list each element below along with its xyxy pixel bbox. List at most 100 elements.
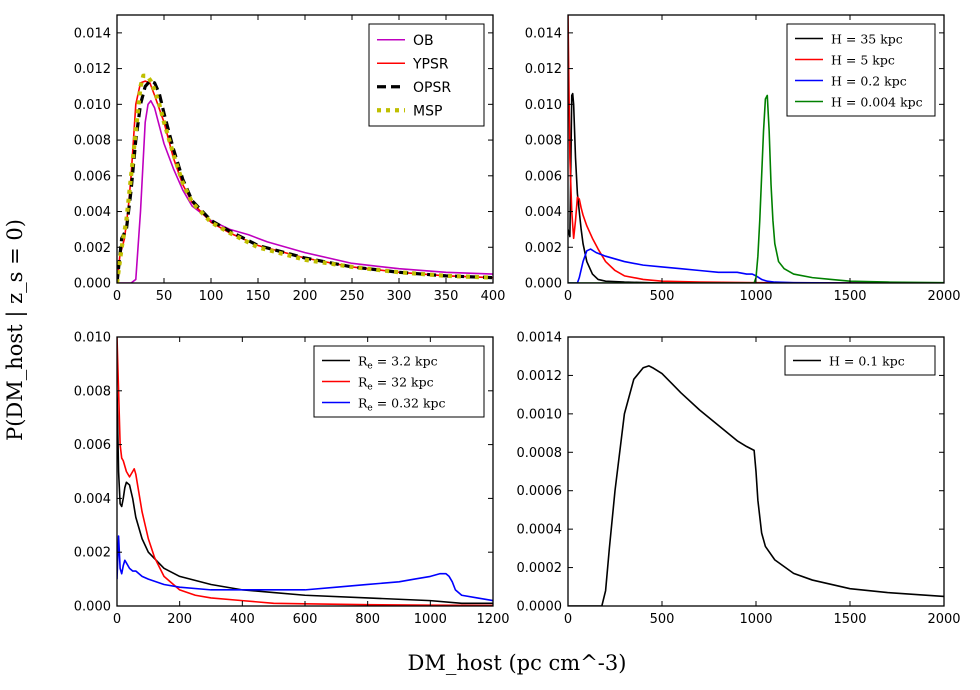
x-tick-label: 250 [340, 289, 365, 304]
legend-label-2: Re = 0.32 kpc [358, 396, 446, 414]
legend: Re = 3.2 kpc Re = 32 kpc Re = 0.32 kpc [313, 345, 485, 418]
y-tick-label: 0.008 [74, 134, 111, 149]
y-tick-label: 0.014 [74, 26, 111, 41]
x-tick-label: 600 [293, 612, 318, 627]
y-tick-label: 0.0014 [517, 331, 563, 346]
chart-panel-bottom-left: 0 200 400 600 800 1000 1200 0.000 0.002 0.004 0.00… [74, 331, 510, 628]
panels: 0 50 100 150 200 250 300 350 4000.0000.0020.0040… [74, 14, 961, 628]
legend-label-0: OB [413, 33, 434, 49]
axis-ticks: 0 200 400 600 800 1000 1200 0.000 0.002 0.004 0.00… [74, 331, 510, 628]
y-tick-label: 0.002 [74, 241, 111, 256]
x-tick-label: 0 [113, 612, 121, 627]
x-tick-label: 200 [167, 612, 192, 627]
legend-label-1: YPSR [412, 56, 449, 72]
x-tick-label: 400 [230, 612, 255, 627]
y-tick-label: 0.000 [74, 277, 111, 292]
series-line-0 [117, 390, 493, 605]
axis-ticks: 0 500 1000 1500 2000 0.000 0.002 0.004 0.006 0.00… [525, 15, 961, 304]
legend: OB YPSR OPSR MSP [368, 23, 485, 127]
legend: H = 35 kpc H = 5 kpc H = 0.2 kpc H = 0.004 … [786, 23, 936, 117]
series-group [117, 337, 493, 606]
y-tick-label: 0.010 [74, 331, 111, 346]
series-line-3 [117, 73, 493, 283]
x-tick-label: 200 [293, 289, 318, 304]
legend-label-2: OPSR [413, 80, 451, 96]
y-axis-label: P(DM_host | z_s = 0) [3, 219, 28, 441]
y-tick-label: 0.000 [525, 277, 562, 292]
x-tick-label: 1500 [833, 289, 866, 304]
x-tick-label: 500 [650, 289, 675, 304]
y-tick-label: 0.0006 [517, 484, 563, 499]
x-tick-label: 100 [199, 289, 224, 304]
legend-label-3: MSP [413, 103, 442, 119]
plot-frame [567, 336, 945, 607]
series-line-0 [117, 99, 493, 283]
y-tick-label: 0.010 [74, 98, 111, 113]
x-tick-label: 50 [156, 289, 173, 304]
series-line-1 [568, 15, 944, 283]
legend-label-0: H = 35 kpc [831, 32, 903, 47]
y-tick-label: 0.010 [525, 98, 562, 113]
x-tick-label: 0 [564, 289, 572, 304]
legend-label-2: H = 0.2 kpc [831, 74, 907, 89]
y-tick-label: 0.0002 [517, 561, 563, 576]
series-line-2 [117, 535, 493, 602]
y-tick-label: 0.006 [525, 169, 562, 184]
y-tick-label: 0.0000 [517, 600, 563, 615]
y-tick-label: 0.004 [74, 205, 111, 220]
x-tick-label: 400 [481, 289, 506, 304]
x-tick-label: 500 [650, 612, 675, 627]
y-tick-label: 0.012 [74, 62, 111, 77]
x-tick-label: 300 [387, 289, 412, 304]
legend-label-0: Re = 3.2 kpc [358, 354, 438, 372]
x-tick-label: 2000 [927, 612, 960, 627]
x-tick-label: 1500 [833, 612, 866, 627]
y-tick-label: 0.0012 [517, 369, 563, 384]
x-tick-label: 2000 [927, 289, 960, 304]
chart-panel-bottom-right: 0 500 1000 1500 2000 0.0000 0.0002 0.0004 0.0006… [517, 331, 961, 628]
legend-label-1: Re = 32 kpc [358, 375, 434, 393]
x-tick-label: 1000 [739, 612, 772, 627]
series-line-1 [117, 337, 493, 606]
series-line-2 [568, 248, 944, 283]
x-tick-label: 350 [434, 289, 459, 304]
x-tick-label: 0 [113, 289, 121, 304]
y-tick-label: 0.002 [525, 241, 562, 256]
y-tick-label: 0.0008 [517, 446, 563, 461]
axis-ticks: 0 500 1000 1500 2000 0.0000 0.0002 0.0004 0.0006… [517, 331, 961, 628]
x-axis-label: DM_host (pc cm^-3) [408, 651, 627, 675]
series-group [568, 15, 944, 283]
legend-label-3: H = 0.004 kpc [831, 95, 923, 110]
y-tick-label: 0.006 [74, 169, 111, 184]
y-tick-label: 0.0004 [517, 523, 563, 538]
y-tick-label: 0.012 [525, 62, 562, 77]
legend-label-1: H = 5 kpc [831, 53, 895, 68]
y-tick-label: 0.002 [74, 546, 111, 561]
y-tick-label: 0.006 [74, 438, 111, 453]
y-tick-label: 0.014 [525, 26, 562, 41]
x-tick-label: 800 [355, 612, 380, 627]
y-tick-label: 0.000 [74, 600, 111, 615]
y-tick-label: 0.008 [74, 384, 111, 399]
series-line-0 [568, 365, 944, 606]
series-line-3 [568, 94, 944, 283]
x-tick-label: 0 [564, 612, 572, 627]
x-tick-label: 1000 [414, 612, 447, 627]
x-tick-label: 1200 [476, 612, 509, 627]
plot-frame [116, 336, 494, 607]
x-tick-label: 1000 [739, 289, 772, 304]
series-group [568, 365, 944, 606]
series-group [117, 73, 493, 283]
x-tick-label: 150 [246, 289, 271, 304]
chart-panel-top-left: 0 50 100 150 200 250 300 350 400 0.000 0.002 0.004 0… [74, 14, 506, 304]
y-tick-label: 0.0010 [517, 407, 563, 422]
y-tick-label: 0.008 [525, 134, 562, 149]
chart-panel-top-right: 0 500 1000 1500 2000 0.000 0.002 0.004 0.006 0.00… [525, 14, 961, 304]
legend: H = 0.1 kpc [784, 345, 936, 376]
plot-frame [116, 14, 494, 284]
y-tick-label: 0.004 [525, 205, 562, 220]
axis-ticks: 0 50 100 150 200 250 300 350 400 0.000 0.002 0.004 0… [74, 15, 506, 304]
plot-frame [567, 14, 945, 284]
series-line-0 [568, 92, 944, 283]
